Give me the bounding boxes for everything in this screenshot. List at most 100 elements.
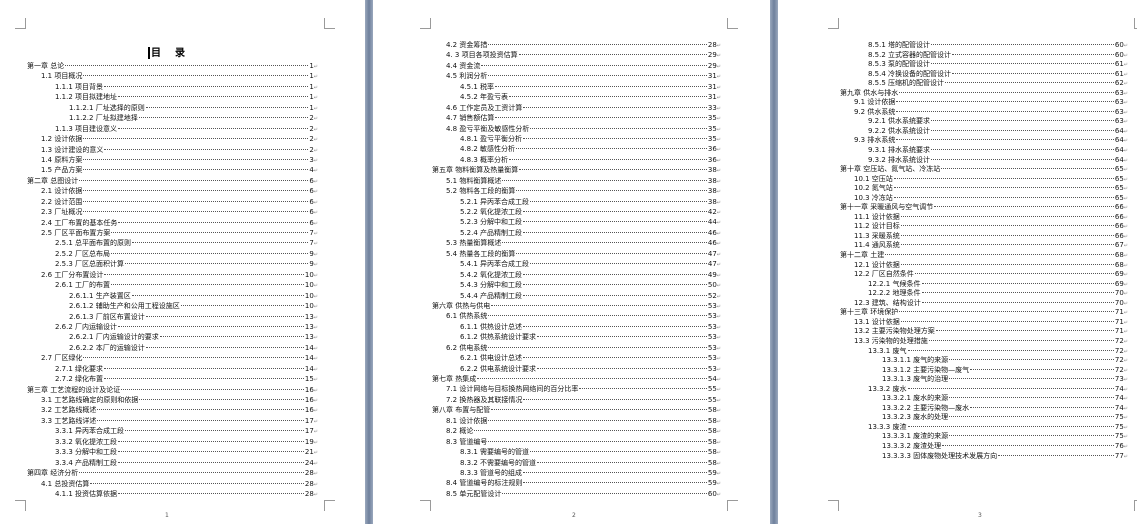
toc-entry[interactable]: 2.6.1.3 厂前区布置设计 13 [27, 312, 318, 322]
toc-entry-title[interactable]: 第十三章 环境保护 [840, 308, 899, 317]
toc-entry-title[interactable]: 2.5 厂区平面布置方案 [41, 229, 111, 237]
toc-entry-title[interactable]: 4.1.1 投资估算依据 [55, 489, 118, 498]
toc-entry-title[interactable]: 第九章 供水与排水 [840, 88, 899, 97]
toc-entry[interactable]: 2.6.2.1 厂内运输设计的要求 13 [27, 332, 318, 342]
toc-entry[interactable]: 5.4.2 氧化提浓工段 49 [432, 270, 721, 280]
toc-entry-title[interactable]: 8.3.1 需要编号的管道 [460, 448, 530, 457]
toc-entry-title[interactable]: 13.3.1.3 废气的治理 [882, 375, 949, 384]
toc-entry-title[interactable]: 8.5 单元配管设计 [446, 489, 502, 498]
toc-entry-chapter[interactable]: 第十一章 采暖通风与空气调节 66 [840, 202, 1128, 212]
toc-entry-title[interactable]: 4.8.2 敏感性分析 [460, 145, 516, 154]
toc-entry-title[interactable]: 7.1 设计网络与目标换热网络间的百分比率 [446, 385, 579, 394]
toc-entry[interactable]: 8.3.1 需要编号的管道 58 [432, 447, 721, 457]
toc-entry[interactable]: 2.5 厂区平面布置方案 7 [27, 228, 318, 238]
toc-entry-title[interactable]: 6.1.2 供热系统设计要求 [460, 333, 537, 342]
toc-entry-title[interactable]: 4.8.3 概率分析 [460, 155, 509, 164]
toc-entry[interactable]: 2.4 工厂布置的基本任务 6 [27, 218, 318, 228]
toc-entry-title[interactable]: 1.1.2.1 厂址选择的原则 [69, 103, 145, 112]
toc-entry[interactable]: 10.2 氮气站 65 [840, 183, 1128, 193]
toc-entry-title[interactable]: 9.3 排水系统 [854, 136, 896, 145]
toc-entry-title[interactable]: 5.2 物料各工段的衡算 [446, 187, 516, 196]
toc-entry[interactable]: 8.3.2 不需要编号的管道 58 [432, 458, 721, 468]
toc-entry[interactable]: 13.3.3.2 废渣处理 76 [840, 441, 1128, 451]
toc-entry[interactable]: 8.1 设计依据 58 [432, 416, 721, 426]
toc-entry-title[interactable]: 5.1 物料衡算概述 [446, 176, 502, 185]
toc-entry-title[interactable]: 2.7 厂区绿化 [41, 354, 83, 363]
toc-entry[interactable]: 4.4 资金流 29 [432, 61, 721, 71]
toc-entry-title[interactable]: 12.2.2 地理条件 [868, 289, 921, 298]
toc-entry-title[interactable]: 5.2.4 产品精制工段 [460, 228, 523, 237]
toc-entry-chapter[interactable]: 第十二章 土建 68 [840, 250, 1128, 260]
toc-entry-title[interactable]: 13.3.2.2 主要污染物—废水 [882, 403, 970, 412]
toc-entry-title[interactable]: 13.3.1.1 废气的来源 [882, 356, 949, 365]
toc-entry-title[interactable]: 2.6.2.2 本厂的运输设计 [69, 343, 145, 352]
toc-entry-title[interactable]: 6.2.1 供电设计总述 [460, 354, 523, 363]
toc-entry-title[interactable]: 3.3.1 异丙苯合成工段 [55, 427, 125, 436]
toc-entry[interactable]: 1.1 项目概况 1 [27, 71, 318, 81]
toc-entry[interactable]: 2.2 设计范围 6 [27, 197, 318, 207]
toc-entry-title[interactable]: 3.3.4 产品精制工段 [55, 458, 118, 467]
toc-entry[interactable]: 2.6.1.1 生产装置区 10 [27, 291, 318, 301]
toc-entry[interactable]: 9.2.1 供水系统要求 63 [840, 116, 1128, 126]
toc-entry-title[interactable]: 6.1.1 供热设计总述 [460, 322, 523, 331]
toc-entry-title[interactable]: 1.1.3 项目建设意义 [55, 124, 118, 133]
toc-entry[interactable]: 5.1 物料衡算概述 38 [432, 176, 721, 186]
toc-entry[interactable]: 2.5.3 厂区总面积计算 9 [27, 259, 318, 269]
toc-entry[interactable]: 1.2 设计依据 2 [27, 134, 318, 144]
toc-entry-title[interactable]: 13.3.2.3 废水的处理 [882, 413, 949, 422]
toc-entry-title[interactable]: 第十二章 土建 [840, 251, 885, 260]
toc-entry-title[interactable]: 1.2 设计依据 [41, 135, 83, 144]
toc-entry-title[interactable]: 13.3 污染物的处理措施 [854, 336, 928, 345]
toc-entry[interactable]: 9.3 排水系统 64 [840, 135, 1128, 145]
toc-entry[interactable]: 11.2 设计目标 66 [840, 221, 1128, 231]
toc-entry[interactable]: 1.1.2.1 厂址选择的原则 1 [27, 103, 318, 113]
toc-entry-title[interactable]: 4.1 总投资估算 [41, 479, 90, 488]
toc-entry[interactable]: 1.4 原料方案 3 [27, 155, 318, 165]
toc-entry-title[interactable]: 13.3.3.3 固体废物处理技术发展方向 [882, 451, 998, 460]
toc-entry-title[interactable]: 8.5.1 塔的配管设计 [868, 41, 931, 49]
toc-entry-chapter[interactable]: 第二章 总图设计 6 [27, 176, 318, 186]
toc-entry[interactable]: 12.2.1 气候条件 69 [840, 279, 1128, 289]
toc-entry[interactable]: 5.4.1 异丙苯合成工段 47 [432, 259, 721, 269]
toc-entry-title[interactable]: 4.5.1 税率 [460, 82, 495, 91]
toc-entry-title[interactable]: 11.1 设计依据 [854, 212, 900, 221]
toc-entry[interactable]: 4.8.1 盈亏平衡分析 35 [432, 134, 721, 144]
toc-entry[interactable]: 2.6.1.2 辅助生产和公用工程设施区 10 [27, 301, 318, 311]
toc-entry[interactable]: 13.3.3 废渣 75 [840, 422, 1128, 432]
toc-entry-title[interactable]: 13.3.3 废渣 [868, 422, 907, 431]
toc-entry-chapter[interactable]: 第四章 经济分析 28 [27, 468, 318, 478]
toc-entry[interactable]: 1.3 设计建设的意义 2 [27, 145, 318, 155]
toc-entry-title[interactable]: 13.3.2 废水 [868, 384, 907, 393]
toc-entry[interactable]: 13.3 污染物的处理措施 72 [840, 336, 1128, 346]
toc-entry[interactable]: 9.1 设计依据 63 [840, 97, 1128, 107]
toc-entry-title[interactable]: 9.3.2 排水系统设计 [868, 155, 931, 164]
toc-entry-title[interactable]: 第六章 供热与供电 [432, 301, 491, 310]
toc-entry[interactable]: 13.3.1.1 废气的来源 72 [840, 355, 1128, 365]
toc-entry[interactable]: 4. 3 项目各项投资估算 29 [432, 50, 721, 60]
toc-entry[interactable]: 11.3 采暖系统 66 [840, 231, 1128, 241]
toc-entry-title[interactable]: 5.4.4 产品精制工段 [460, 291, 523, 300]
toc-entry[interactable]: 13.3.2 废水 74 [840, 384, 1128, 394]
toc-entry-title[interactable]: 4.5.2 年盈亏表 [460, 93, 509, 102]
toc-entry-title[interactable]: 第二章 总图设计 [27, 176, 79, 185]
toc-entry[interactable]: 4.1 总投资估算 28 [27, 479, 318, 489]
toc-entry-title[interactable]: 3.3.2 氧化提浓工段 [55, 437, 118, 446]
toc-entry-title[interactable]: 10.3 冷冻站 [854, 193, 893, 202]
toc-entry[interactable]: 12.3 建筑、结构设计 70 [840, 298, 1128, 308]
toc-entry-title[interactable]: 13.3.2.1 废水的来源 [882, 394, 949, 403]
toc-entry[interactable]: 11.4 通风系统 67 [840, 240, 1128, 250]
toc-entry-chapter[interactable]: 第十三章 环境保护 71 [840, 307, 1128, 317]
toc-entry-title[interactable]: 9.2.1 供水系统要求 [868, 117, 931, 126]
toc-entry[interactable]: 8.5.1 塔的配管设计 60 [840, 40, 1128, 50]
toc-entry-title[interactable]: 3.3.3 分解中和工段 [55, 448, 118, 457]
toc-entry-title[interactable]: 12.2 厂区自然条件 [854, 270, 914, 279]
toc-entry-title[interactable]: 9.1 设计依据 [854, 98, 896, 107]
toc-entry[interactable]: 2.6.1 工厂的布置 10 [27, 280, 318, 290]
toc-entry-title[interactable]: 8.3.3 管道号的组成 [460, 468, 523, 477]
toc-entry-chapter[interactable]: 第十章 空压站、氮气站、冷冻站 65 [840, 164, 1128, 174]
toc-entry[interactable]: 1.1.3 项目建设意义 2 [27, 124, 318, 134]
toc-entry-title[interactable]: 13.2 主要污染物处理方案 [854, 327, 935, 336]
toc-entry-title[interactable]: 13.3.1.2 主要污染物—废气 [882, 365, 970, 374]
toc-entry[interactable]: 4.6 工作定员及工资计算 33 [432, 103, 721, 113]
toc-entry-title[interactable]: 2.7.2 绿化布置 [55, 375, 104, 384]
